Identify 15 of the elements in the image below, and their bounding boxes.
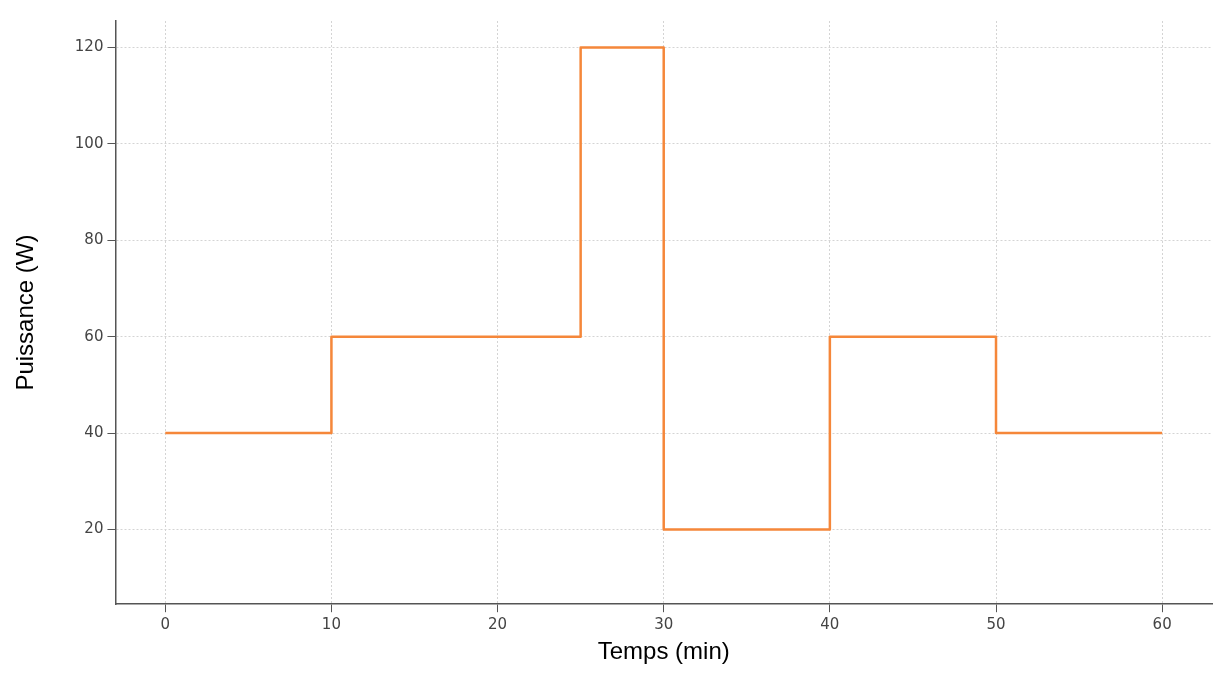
- y-tick-label: 100: [74, 133, 104, 152]
- x-tick-label: 30: [654, 615, 674, 634]
- y-axis-title: Puissance (W): [11, 234, 39, 391]
- x-tick-label: 40: [820, 615, 840, 634]
- x-tick-label: 50: [986, 615, 1006, 634]
- y-tick-label: 20: [84, 519, 104, 538]
- y-tick-label: 120: [74, 37, 104, 56]
- x-axis-title: Temps (min): [597, 637, 730, 665]
- y-tick-label: 60: [84, 326, 104, 345]
- x-tick-label: 20: [488, 615, 508, 634]
- x-tick-label: 10: [321, 615, 341, 634]
- y-tick-label: 40: [84, 422, 104, 441]
- y-tick-label: 80: [84, 230, 104, 249]
- x-tick-label: 0: [160, 615, 171, 634]
- x-tick-label: 60: [1152, 615, 1172, 634]
